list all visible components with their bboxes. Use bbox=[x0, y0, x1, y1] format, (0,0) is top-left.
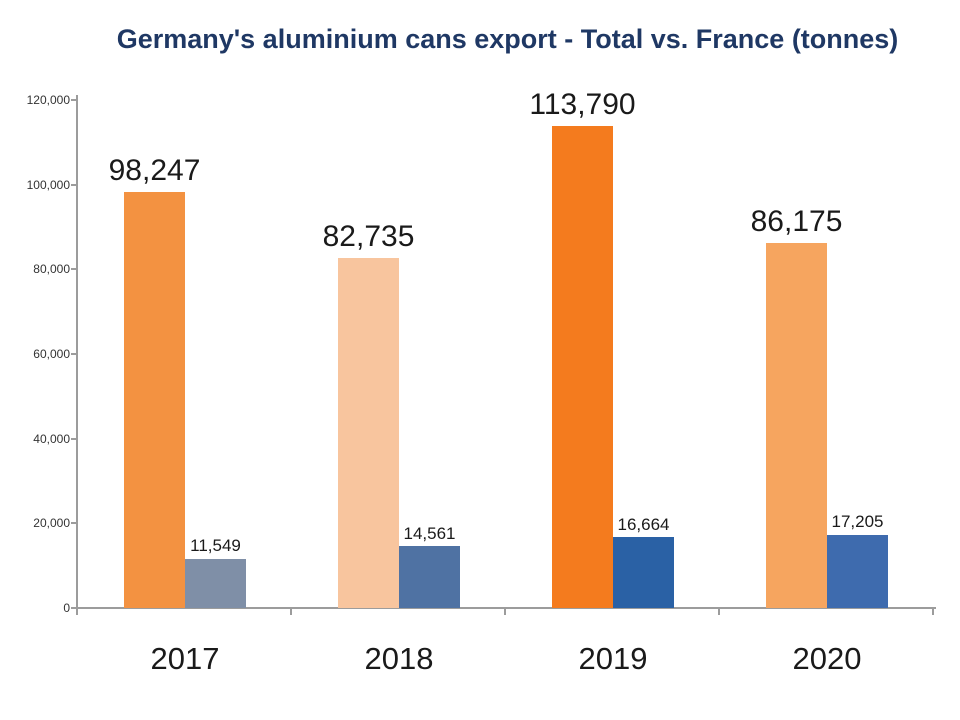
x-tick-mark bbox=[718, 607, 720, 615]
x-axis-label-2017: 2017 bbox=[150, 641, 220, 676]
data-label-total-2017: 98,247 bbox=[108, 154, 201, 188]
y-tick-mark bbox=[71, 268, 77, 271]
y-tick-mark bbox=[71, 183, 77, 186]
bar-total-2017 bbox=[124, 192, 185, 608]
y-tick-mark bbox=[71, 99, 77, 101]
y-tick-mark bbox=[71, 607, 77, 609]
data-label-france-2018: 14,561 bbox=[403, 523, 456, 543]
x-axis-label-2019: 2019 bbox=[578, 641, 648, 676]
y-axis-tick-label: 100,000 bbox=[26, 177, 70, 192]
y-tick-mark bbox=[71, 522, 77, 525]
y-tick-mark bbox=[71, 353, 77, 355]
x-axis-label-2018: 2018 bbox=[364, 641, 434, 676]
chart-title: Germany's aluminium cans export - Total … bbox=[116, 24, 899, 54]
y-axis-line bbox=[76, 95, 78, 614]
bar-total-2020 bbox=[766, 243, 827, 608]
y-tick-mark bbox=[71, 437, 77, 440]
y-axis-tick-label: 60,000 bbox=[33, 347, 70, 361]
x-tick-mark bbox=[504, 607, 506, 615]
bar-total-2018 bbox=[338, 257, 399, 608]
bar-france-2018 bbox=[399, 546, 460, 608]
data-label-france-2020: 17,205 bbox=[831, 512, 884, 532]
x-tick-mark bbox=[76, 607, 78, 615]
y-axis-tick-label: 80,000 bbox=[33, 262, 70, 277]
data-label-total-2018: 82,735 bbox=[322, 219, 415, 253]
x-tick-mark bbox=[932, 607, 934, 615]
y-axis-tick-label: 0 bbox=[63, 601, 70, 615]
y-axis-tick-label: 120,000 bbox=[26, 93, 70, 107]
bar-france-2020 bbox=[827, 535, 888, 608]
bar-france-2019 bbox=[613, 537, 674, 608]
x-axis-line bbox=[76, 607, 936, 609]
data-label-total-2019: 113,790 bbox=[529, 88, 636, 122]
data-label-total-2020: 86,175 bbox=[750, 205, 843, 239]
x-axis-label-2020: 2020 bbox=[792, 641, 862, 676]
bar-total-2019 bbox=[552, 126, 613, 608]
y-axis-tick-label: 20,000 bbox=[33, 516, 70, 531]
data-label-france-2019: 16,664 bbox=[617, 514, 670, 534]
x-tick-mark bbox=[290, 607, 292, 615]
bar-france-2017 bbox=[185, 559, 246, 608]
data-label-france-2017: 11,549 bbox=[190, 536, 241, 556]
y-axis-tick-label: 40,000 bbox=[33, 431, 70, 446]
